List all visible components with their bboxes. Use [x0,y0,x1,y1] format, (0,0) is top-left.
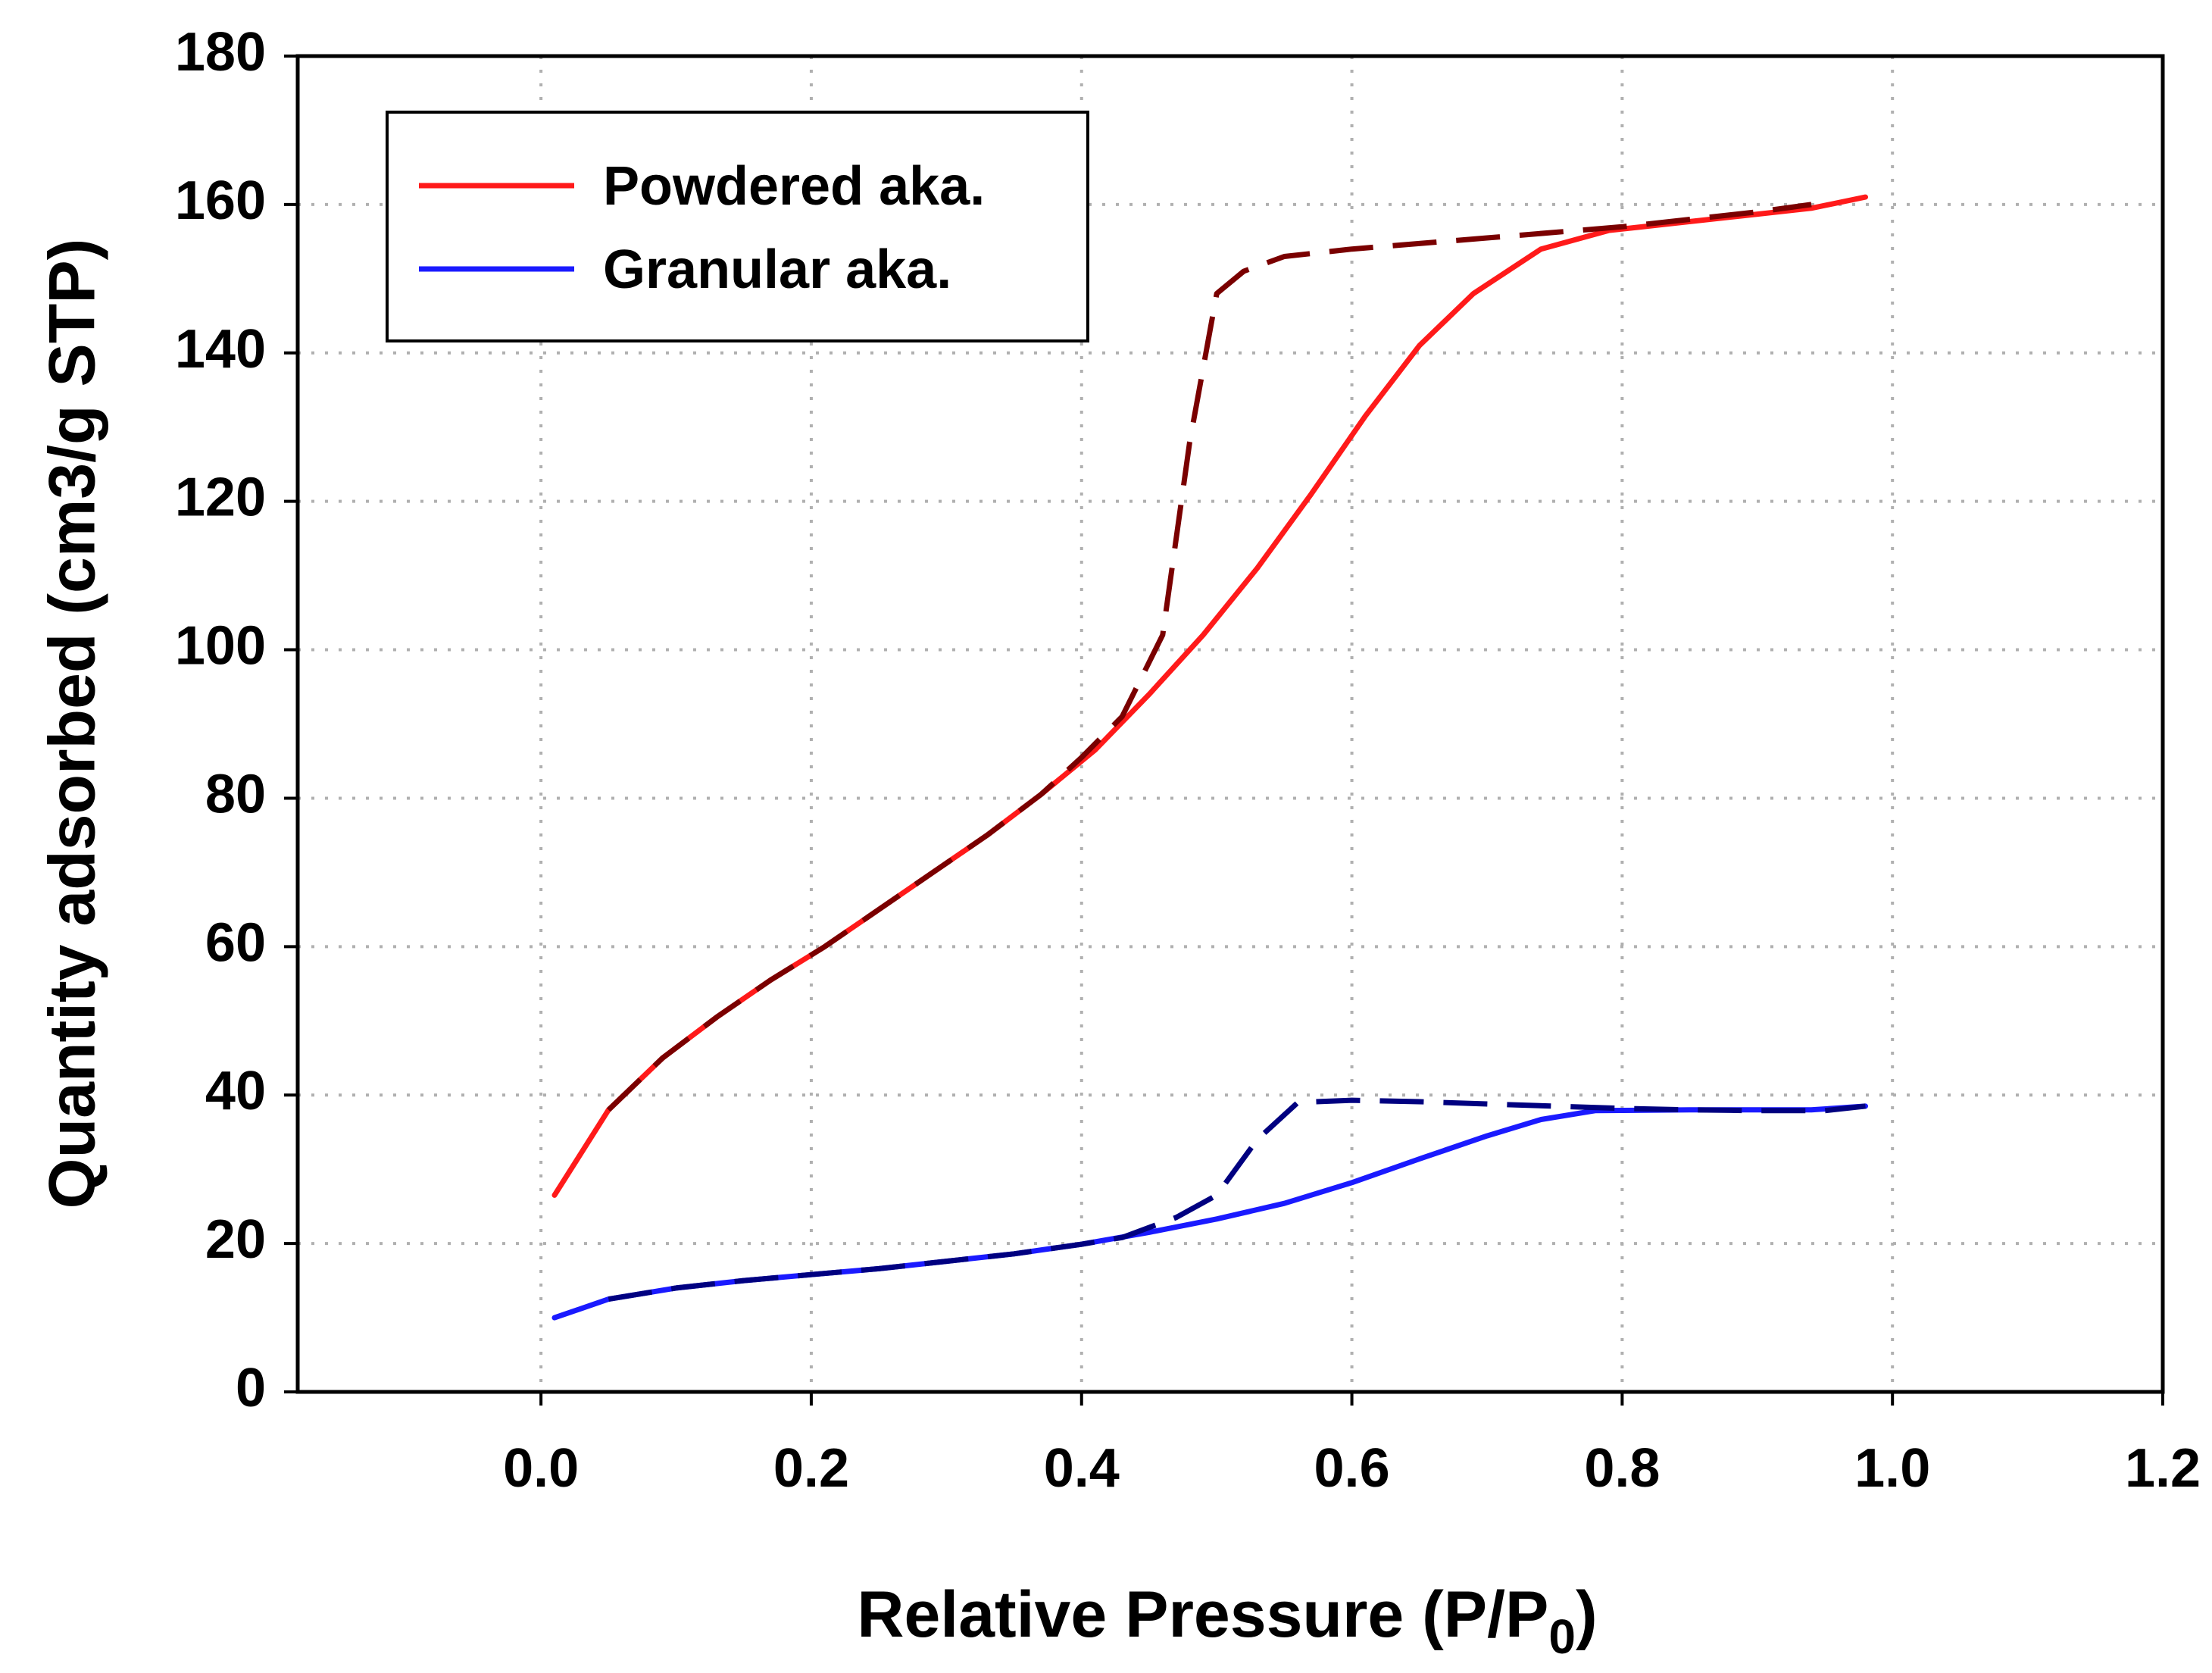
x-tick-label: 1.0 [1854,1438,1930,1499]
x-tick-label: 1.2 [2125,1438,2201,1499]
series-line-powdered-aka-desorption [606,202,1812,1112]
series-lines [551,194,1868,1321]
x-axis-title-main: Relative Pressure (P/P [857,1578,1548,1651]
y-tick-label: 140 [175,319,266,380]
y-tick-label: 20 [205,1209,266,1270]
series-line-granular-aka [551,1103,1868,1321]
x-axis-title: Relative Pressure (P/P0) [857,1578,1597,1664]
y-tick-label: 0 [236,1358,266,1418]
series-line-powdered-aka [551,194,1868,1198]
legend: Powdered aka. Granular aka. [386,111,1089,342]
legend-box [386,111,1089,342]
legend-label-granular: Granular aka. [603,239,951,300]
x-axis-title-subscript: 0 [1548,1609,1576,1664]
x-tick-label: 0.6 [1314,1438,1390,1499]
y-tick-label: 40 [205,1061,266,1121]
legend-label-powdered: Powdered aka. [603,156,985,217]
x-tick-label: 0.2 [773,1438,849,1499]
plot-area-frame [295,54,2165,1394]
x-tick-label: 0.4 [1044,1438,1120,1499]
y-tick-label: 100 [175,616,266,677]
y-tick-label: 120 [175,468,266,528]
y-tick-label: 80 [205,764,266,824]
y-axis-title: Quantity adsorbed (cm3/g STP) [36,239,109,1209]
y-tick-label: 180 [175,22,266,83]
x-axis-title-suffix: ) [1576,1578,1598,1651]
x-tick-label: 0.0 [503,1438,579,1499]
y-tick-label: 160 [175,170,266,231]
axis-ticks: 0.0 0.2 0.4 0.6 0.8 1.0 1.2 0 20 40 60 80 100 120 140 1… [175,22,2201,1499]
y-tick-label: 60 [205,912,266,973]
series-line-granular-aka-desorption [608,1097,1866,1302]
x-tick-label: 0.8 [1584,1438,1660,1499]
